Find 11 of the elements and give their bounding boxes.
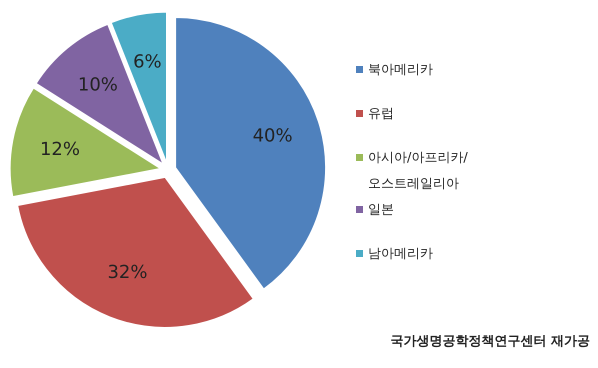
legend-label: 남아메리카: [368, 246, 433, 262]
legend-label: 아시아/아프리카/오스트레일리아: [368, 150, 468, 192]
legend-label: 북아메리카: [368, 62, 433, 78]
legend-label: 일본: [368, 202, 394, 218]
data-label: 6%: [133, 51, 162, 72]
text: 국가생명공학정책연구센터 재가공: [390, 334, 590, 349]
data-label: 12%: [40, 138, 80, 160]
legend-label: 유럽: [368, 106, 394, 122]
data-label: 40%: [252, 126, 293, 147]
data-label: 32%: [108, 262, 148, 283]
data-label: 10%: [78, 74, 118, 96]
